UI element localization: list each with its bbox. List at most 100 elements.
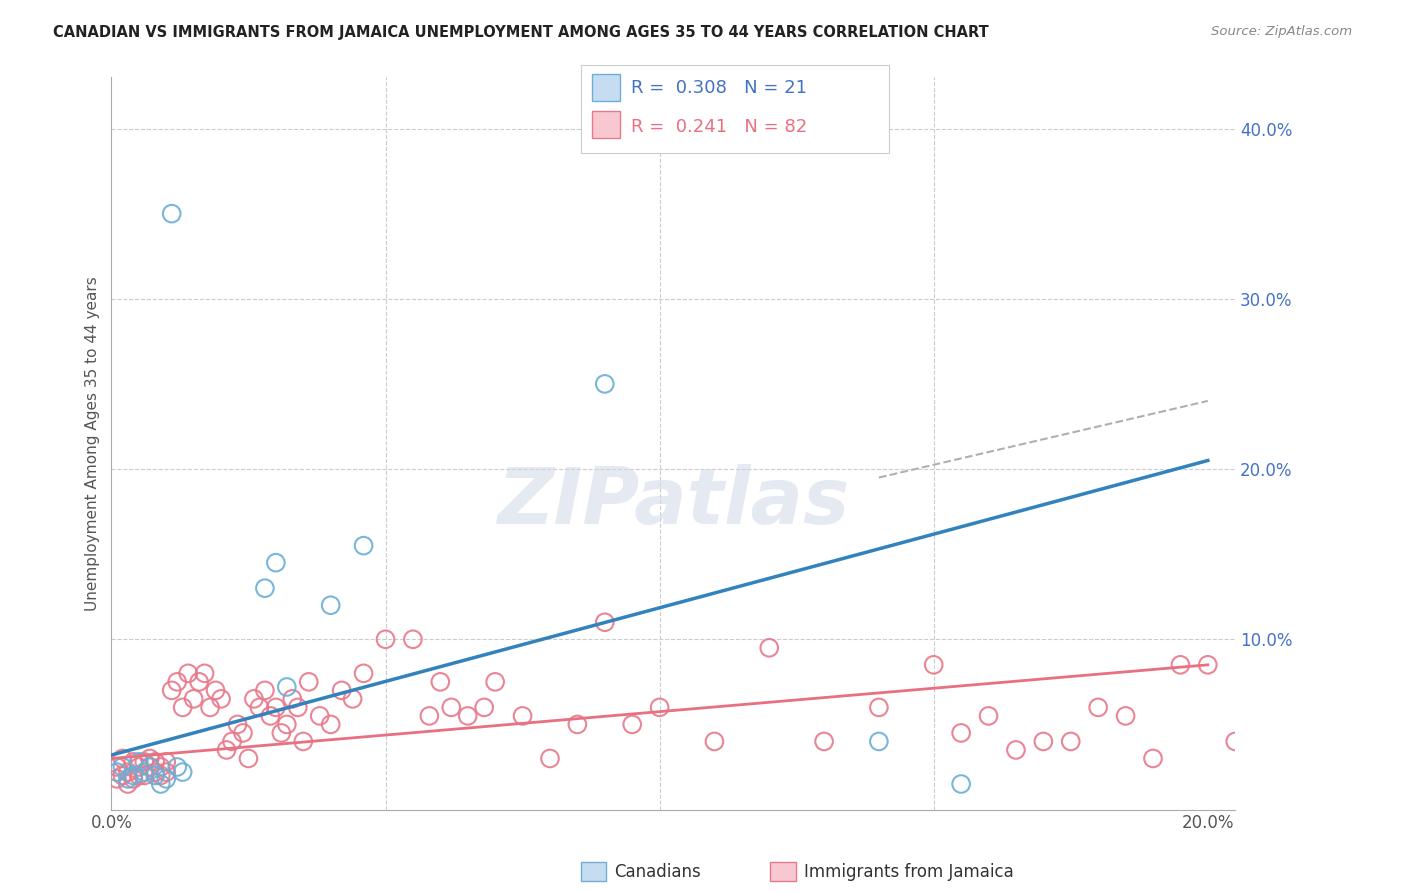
Point bbox=[1087, 700, 1109, 714]
Point bbox=[128, 768, 150, 782]
Point bbox=[253, 683, 276, 698]
Point bbox=[105, 760, 128, 774]
Point bbox=[172, 700, 194, 714]
Point bbox=[276, 717, 298, 731]
Point bbox=[813, 734, 835, 748]
Point bbox=[188, 674, 211, 689]
Point bbox=[128, 760, 150, 774]
Point bbox=[648, 700, 671, 714]
Point bbox=[139, 760, 162, 774]
Text: Source: ZipAtlas.com: Source: ZipAtlas.com bbox=[1212, 25, 1353, 38]
Point bbox=[209, 691, 232, 706]
Point bbox=[1225, 734, 1247, 748]
Point bbox=[232, 726, 254, 740]
Point bbox=[117, 772, 139, 786]
Point bbox=[353, 666, 375, 681]
Point bbox=[166, 674, 188, 689]
Point bbox=[139, 760, 162, 774]
Point bbox=[1142, 751, 1164, 765]
Point bbox=[105, 772, 128, 786]
Point bbox=[111, 760, 134, 774]
Point bbox=[128, 755, 150, 769]
Point bbox=[143, 765, 166, 780]
Point bbox=[149, 760, 172, 774]
Point bbox=[166, 760, 188, 774]
Point bbox=[143, 755, 166, 769]
Point bbox=[259, 709, 281, 723]
Point bbox=[143, 768, 166, 782]
Text: CANADIAN VS IMMIGRANTS FROM JAMAICA UNEMPLOYMENT AMONG AGES 35 TO 44 YEARS CORRE: CANADIAN VS IMMIGRANTS FROM JAMAICA UNEM… bbox=[53, 25, 990, 40]
Text: R =  0.308   N = 21: R = 0.308 N = 21 bbox=[631, 79, 807, 97]
Point bbox=[160, 683, 183, 698]
Point bbox=[1032, 734, 1054, 748]
Y-axis label: Unemployment Among Ages 35 to 44 years: Unemployment Among Ages 35 to 44 years bbox=[86, 277, 100, 611]
Point bbox=[160, 207, 183, 221]
Point bbox=[149, 777, 172, 791]
Point bbox=[1060, 734, 1083, 748]
Point bbox=[281, 691, 304, 706]
Point bbox=[194, 666, 217, 681]
Point bbox=[353, 539, 375, 553]
Point bbox=[319, 599, 342, 613]
Point bbox=[418, 709, 440, 723]
Text: Immigrants from Jamaica: Immigrants from Jamaica bbox=[804, 863, 1014, 881]
Text: R =  0.241   N = 82: R = 0.241 N = 82 bbox=[631, 118, 807, 136]
Point bbox=[621, 717, 644, 731]
Point bbox=[1170, 657, 1192, 672]
Point bbox=[950, 777, 973, 791]
Point bbox=[298, 674, 321, 689]
Point bbox=[374, 632, 396, 647]
Point bbox=[264, 556, 287, 570]
Point bbox=[1251, 700, 1274, 714]
Point bbox=[134, 755, 156, 769]
Point bbox=[117, 765, 139, 780]
Point bbox=[308, 709, 330, 723]
Point bbox=[922, 657, 945, 672]
Point bbox=[155, 755, 177, 769]
Point bbox=[134, 768, 156, 782]
Point bbox=[253, 581, 276, 595]
Point bbox=[149, 768, 172, 782]
Point bbox=[226, 717, 249, 731]
Point bbox=[758, 640, 780, 655]
Point bbox=[183, 691, 205, 706]
Point bbox=[330, 683, 353, 698]
Point bbox=[243, 691, 266, 706]
Point bbox=[472, 700, 495, 714]
Text: ZIPatlas: ZIPatlas bbox=[498, 464, 849, 540]
Point bbox=[270, 726, 292, 740]
Text: Canadians: Canadians bbox=[614, 863, 702, 881]
Point bbox=[155, 772, 177, 786]
Point bbox=[593, 376, 616, 391]
Point bbox=[221, 734, 243, 748]
Point bbox=[1115, 709, 1137, 723]
Point bbox=[276, 680, 298, 694]
Point bbox=[122, 755, 145, 769]
Point bbox=[319, 717, 342, 731]
Point bbox=[593, 615, 616, 630]
Point bbox=[1197, 657, 1219, 672]
Point bbox=[1005, 743, 1028, 757]
Point bbox=[292, 734, 315, 748]
Point bbox=[117, 777, 139, 791]
Point bbox=[134, 765, 156, 780]
Point bbox=[264, 700, 287, 714]
Point bbox=[342, 691, 364, 706]
Point bbox=[215, 743, 238, 757]
Point bbox=[538, 751, 561, 765]
Point bbox=[105, 765, 128, 780]
Point bbox=[868, 734, 890, 748]
Point bbox=[287, 700, 309, 714]
Point bbox=[238, 751, 260, 765]
Point bbox=[249, 700, 271, 714]
Point bbox=[122, 772, 145, 786]
Point bbox=[440, 700, 463, 714]
Point bbox=[950, 726, 973, 740]
Point bbox=[977, 709, 1000, 723]
Point bbox=[484, 674, 506, 689]
Point bbox=[111, 751, 134, 765]
Point bbox=[139, 751, 162, 765]
Point bbox=[402, 632, 425, 647]
Point bbox=[429, 674, 451, 689]
Point bbox=[198, 700, 221, 714]
